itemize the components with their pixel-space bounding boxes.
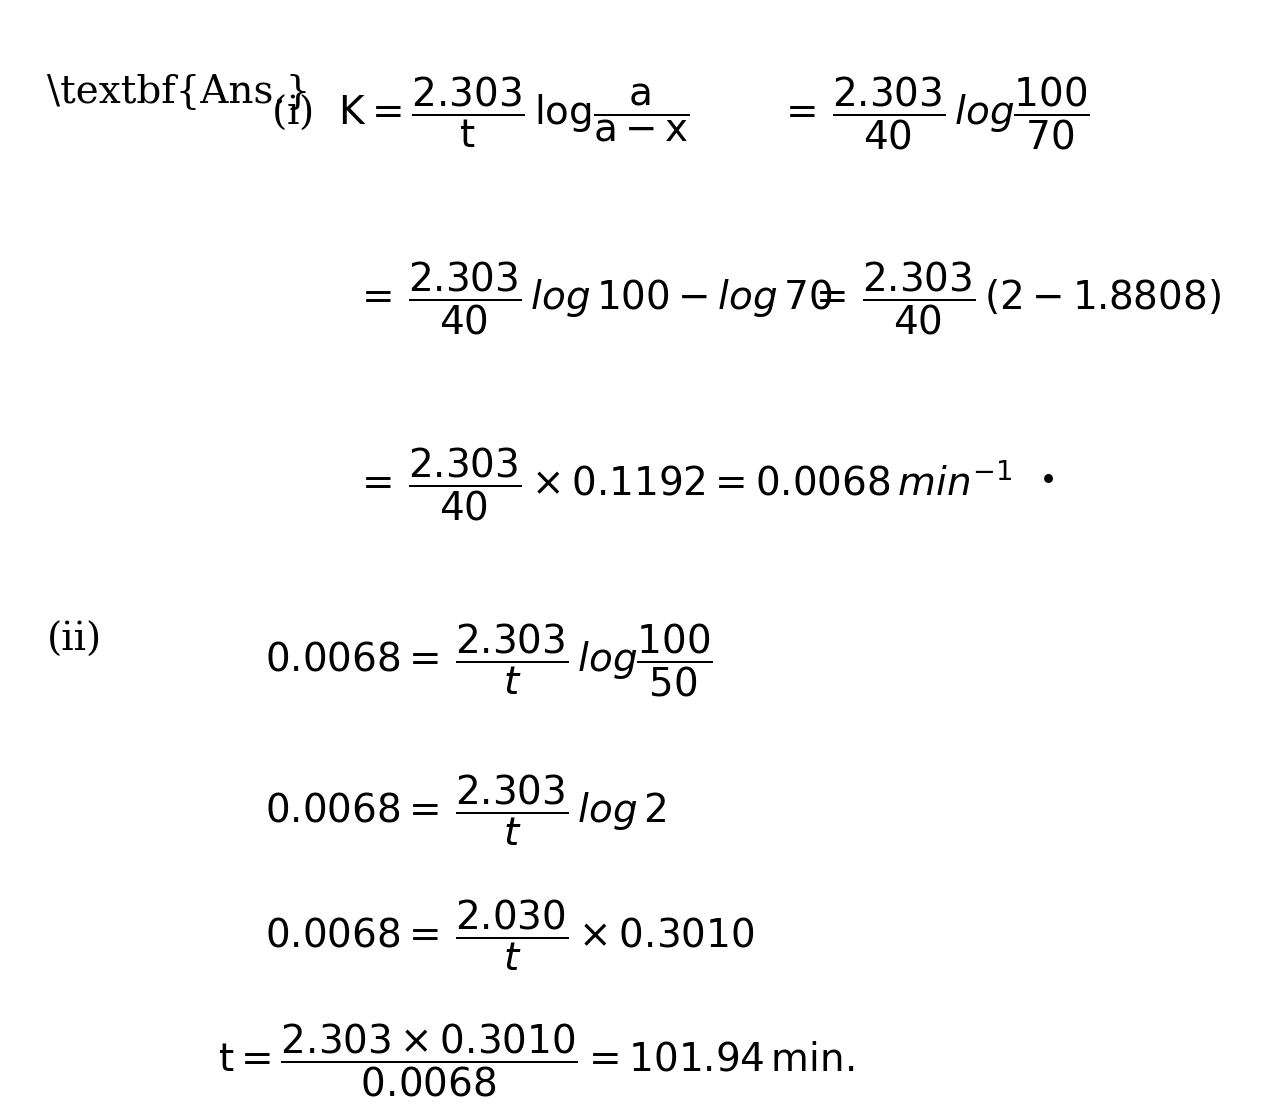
Text: $\mathrm{t = \dfrac{2.303\times 0.3010}{0.0068} = 101.94\,min.}$: $\mathrm{t = \dfrac{2.303\times 0.3010}{…: [218, 1022, 855, 1099]
Text: $= \,\dfrac{2.303}{40}\times 0.1192 = 0.0068\,min^{-1}$: $= \,\dfrac{2.303}{40}\times 0.1192 = 0.…: [353, 446, 1012, 524]
Text: \textbf{Ans.}: \textbf{Ans.}: [47, 74, 311, 112]
Text: (ii): (ii): [47, 621, 102, 659]
Text: (i)  $\mathrm{K = \dfrac{2.303}{t}\,log\dfrac{a}{a-x}}$: (i) $\mathrm{K = \dfrac{2.303}{t}\,log\d…: [271, 74, 690, 149]
Text: $= \,\dfrac{2.303}{40}\,log\,100 - log\,70$: $= \,\dfrac{2.303}{40}\,log\,100 - log\,…: [353, 260, 832, 338]
Text: $= \,\dfrac{2.303}{40}\,log\dfrac{100}{70}$: $= \,\dfrac{2.303}{40}\,log\dfrac{100}{7…: [778, 74, 1091, 152]
Text: $0.0068 = \,\dfrac{2.303}{t}\,log\dfrac{100}{50}$: $0.0068 = \,\dfrac{2.303}{t}\,log\dfrac{…: [265, 621, 713, 699]
Text: $= \,\dfrac{2.303}{40}\,(2-1.8808)$: $= \,\dfrac{2.303}{40}\,(2-1.8808)$: [808, 260, 1221, 338]
Text: $0.0068 = \,\dfrac{2.303}{t}\,log\,2$: $0.0068 = \,\dfrac{2.303}{t}\,log\,2$: [265, 774, 667, 848]
Text: $\bullet$: $\bullet$: [1038, 462, 1053, 493]
Text: $0.0068 = \,\dfrac{2.030}{t}\times 0.3010$: $0.0068 = \,\dfrac{2.030}{t}\times 0.301…: [265, 898, 755, 973]
